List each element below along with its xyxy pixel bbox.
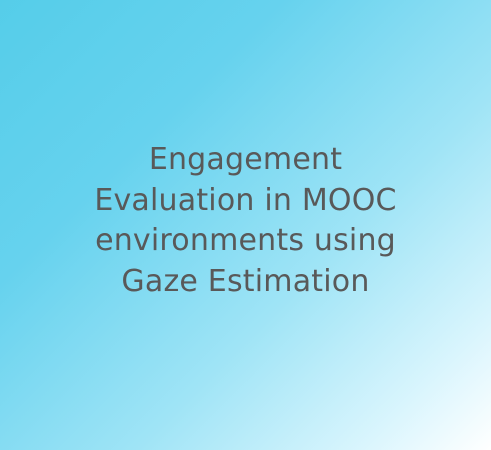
title-line-4: Gaze Estimation	[121, 263, 370, 299]
title-line-1: Engagement	[148, 142, 343, 177]
card-title: Engagement Evaluation in MOOC environmen…	[46, 140, 446, 302]
title-line-3: environments using	[95, 223, 396, 258]
title-line-2: Evaluation in MOOC	[94, 182, 397, 218]
